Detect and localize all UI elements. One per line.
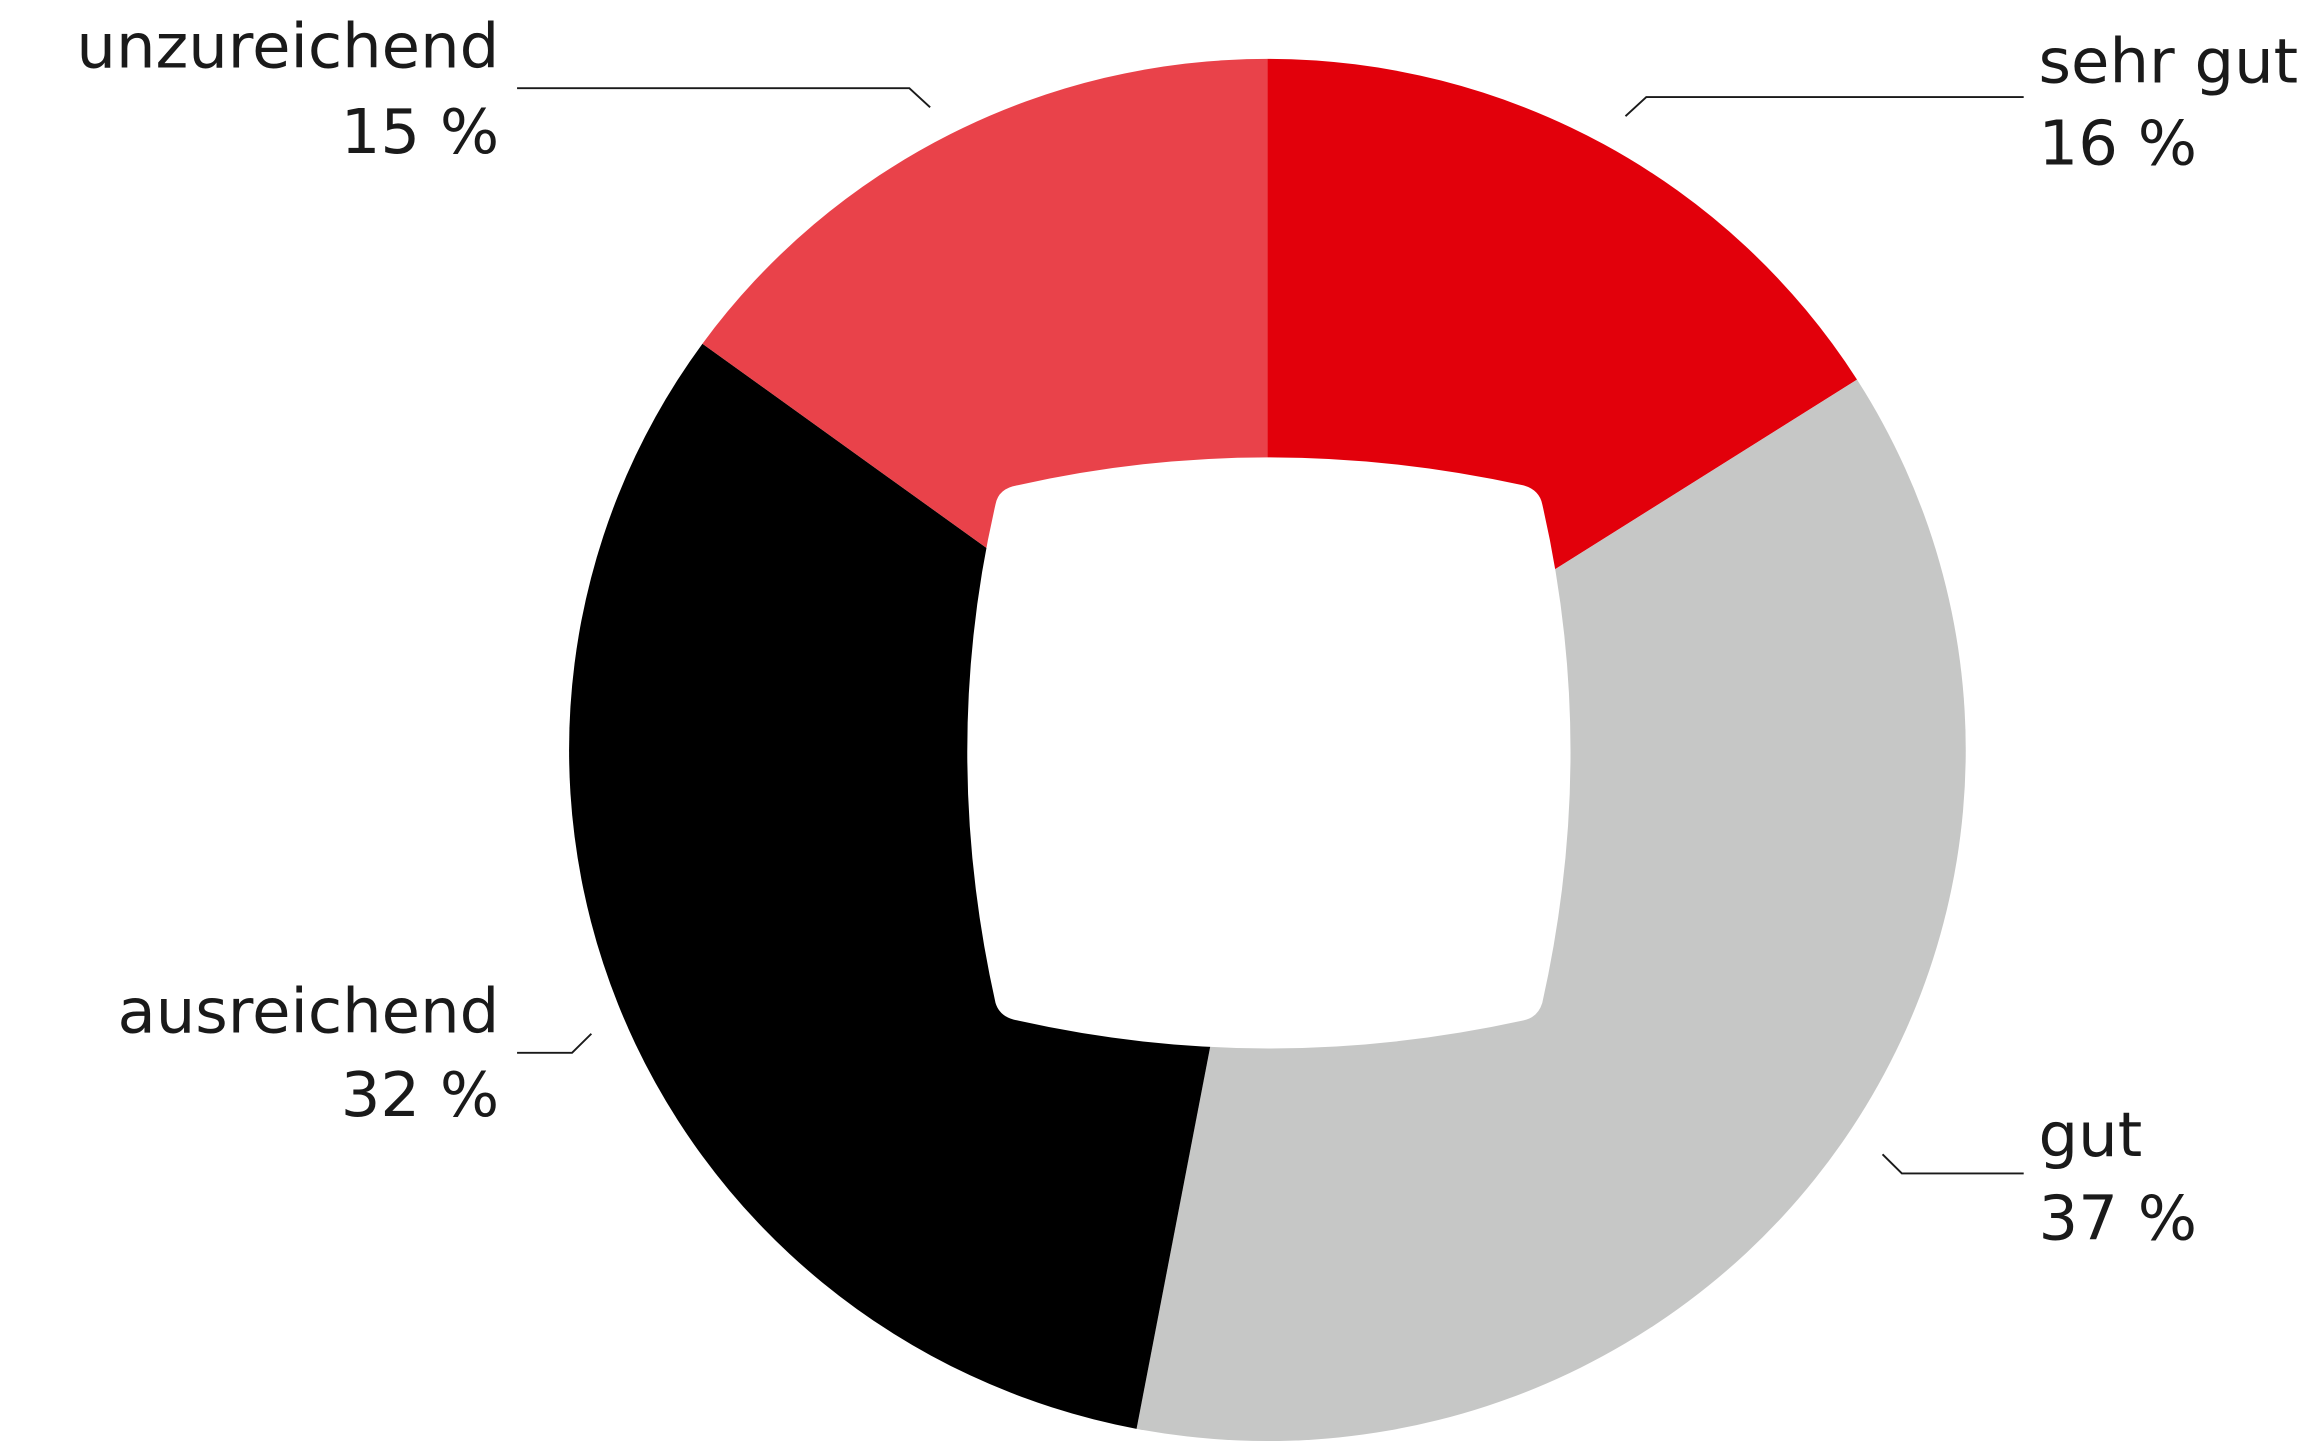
leader-line	[1624, 96, 2024, 117]
slice-label: sehr gut	[2039, 25, 2299, 98]
slice-value: 32 %	[341, 1058, 500, 1131]
slice-label: gut	[2039, 1098, 2143, 1171]
slice-label: ausreichend	[118, 975, 500, 1048]
leader-line	[1881, 1153, 2024, 1175]
wedge	[569, 343, 1268, 1429]
donut-hole	[967, 457, 1571, 1049]
slice-value: 37 %	[2039, 1182, 2198, 1255]
slice-value: 15 %	[341, 95, 500, 168]
leader-line	[517, 87, 931, 109]
slice-label: unzureichend	[76, 10, 499, 83]
slice-value: 16 %	[2039, 107, 2198, 180]
leader-line	[517, 1033, 593, 1054]
